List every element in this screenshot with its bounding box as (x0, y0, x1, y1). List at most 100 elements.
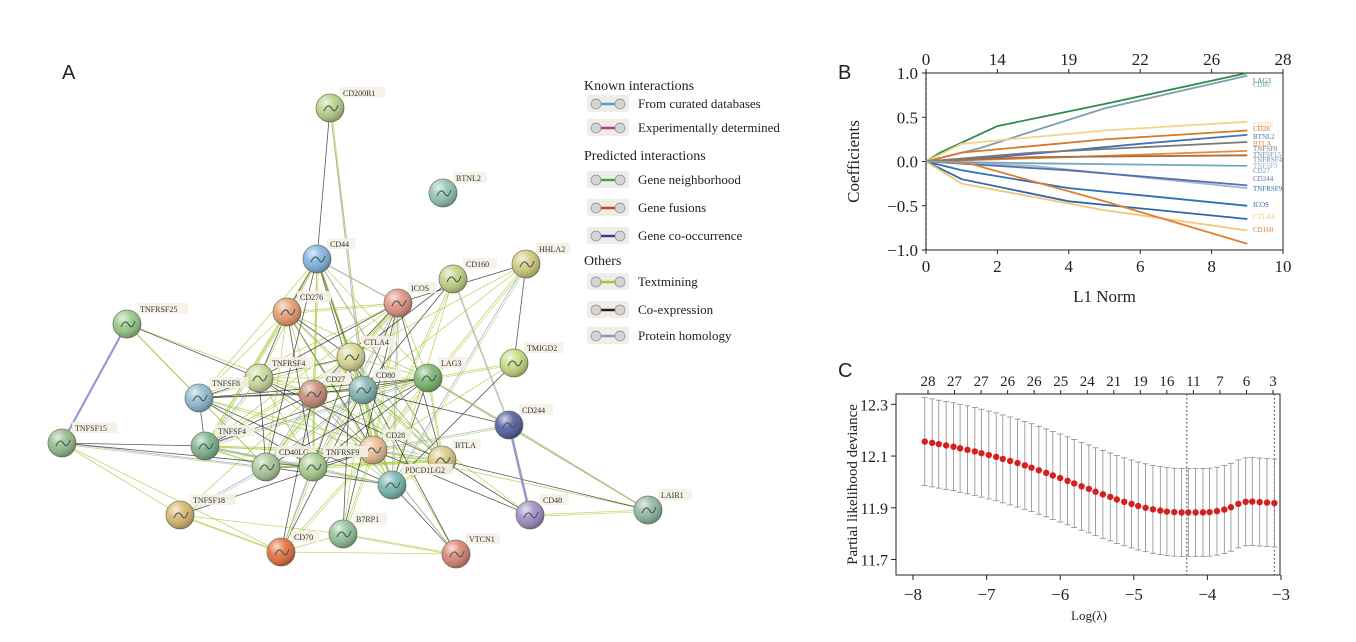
network-edge (61, 442, 267, 468)
cv-deviance-point (1014, 459, 1021, 467)
cv-deviance-point (1221, 506, 1228, 513)
network-node: CD70 (266, 531, 320, 567)
lasso-y-tick-label: 0.0 (897, 153, 918, 172)
cv-deviance-point (1057, 474, 1064, 482)
lasso-coefficient-path (925, 141, 1248, 163)
lasso-series-label: TNFRSF4 (1253, 156, 1283, 164)
network-node: TNFSF4 (190, 425, 255, 461)
cv-deviance-point (942, 442, 950, 449)
cv-deviance-point (1028, 464, 1035, 471)
network-edge (372, 449, 649, 511)
network-edge (179, 466, 267, 516)
cv-top-tick-label: 21 (1106, 374, 1121, 390)
cv-deviance-point (1263, 499, 1271, 506)
legend-item: From curated databases (587, 95, 761, 112)
cv-x-axis-label: Log(λ) (1071, 608, 1107, 623)
network-node-label: TNFRSF4 (272, 359, 305, 368)
network-edge (198, 397, 443, 461)
network-node-label: CD40LG (279, 448, 309, 457)
network-node: CD40LG (251, 446, 316, 482)
network-node: LAG3 (413, 357, 467, 393)
legend-item: Co-expression (587, 301, 714, 318)
network-edge (372, 424, 510, 451)
lasso-series-label: CTLA4 (1253, 213, 1275, 221)
lasso-y-tick-label: 1.0 (897, 64, 918, 83)
cv-deviance-point (1078, 483, 1085, 490)
lasso-x-tick-label: 10 (1275, 257, 1292, 276)
network-edge (312, 393, 443, 461)
cv-top-tick-label: 28 (921, 374, 936, 390)
legend-label: Protein homology (638, 328, 732, 343)
network-edge (393, 265, 528, 487)
network-edge (258, 377, 267, 468)
network-node-label: CD28 (386, 431, 405, 440)
cv-deviance-point (1107, 493, 1114, 501)
network-node: PDCD1LG2 (377, 464, 453, 500)
network-node-label: CD44 (330, 240, 349, 249)
cv-x-tick-label: −5 (1125, 585, 1143, 604)
lasso-series-label: CD276 (1253, 121, 1274, 129)
cv-deviance-point (971, 448, 979, 455)
lasso-y-tick-label: 0.5 (897, 108, 918, 127)
cv-deviance-point (1128, 500, 1135, 508)
lasso-y-tick-label: −1.0 (887, 241, 918, 260)
network-node-label: CD276 (300, 293, 323, 302)
network-edge (61, 442, 181, 516)
network-node: CD276 (272, 291, 331, 327)
network-edge (63, 444, 268, 469)
network-edge (179, 514, 282, 553)
network-node: VTCN1 (441, 533, 500, 569)
cv-x-tick-label: −6 (1051, 585, 1069, 604)
network-edge (204, 258, 318, 447)
legend-item: Gene neighborhood (587, 171, 741, 188)
network-node-label: PDCD1LG2 (405, 466, 445, 475)
panel-letter-c: C (838, 360, 853, 382)
lasso-series-label: CD28 (1253, 125, 1270, 133)
cv-deviance-point (1206, 508, 1213, 516)
network-node-label: BTNL2 (456, 174, 481, 183)
network-edge (204, 393, 314, 447)
network-node: HHLA2 (511, 243, 570, 279)
network-node: CD48 (515, 494, 569, 530)
network-node: CD200R1 (315, 87, 386, 123)
cv-x-tick-label: −8 (904, 585, 922, 604)
legend-predicted-title: Predicted interactions (584, 149, 706, 164)
network-edge (61, 442, 282, 553)
lasso-y-tick-label: −0.5 (887, 197, 918, 216)
lasso-coefficient-path (925, 160, 1248, 207)
cv-deviance-point (1157, 507, 1164, 514)
cv-deviance-point (1227, 504, 1235, 511)
network-edge (342, 449, 374, 535)
legend-label: Gene neighborhood (638, 172, 741, 187)
lasso-series-label: BTNL2 (1253, 133, 1275, 141)
network-edge (126, 323, 314, 395)
network-node-label: TNFSF8 (212, 379, 240, 388)
network-node: BTNL2 (428, 172, 487, 208)
network-edge (344, 535, 458, 556)
network-edge (61, 442, 206, 447)
network-edge (286, 302, 399, 313)
network-edge (288, 304, 400, 314)
network-edge (312, 389, 364, 468)
cv-deviance-point (1149, 506, 1157, 513)
network-edge (126, 323, 260, 379)
network-node-label: CD70 (294, 533, 313, 542)
network-node-label: TNFSF4 (218, 427, 246, 436)
lasso-coefficient-path (925, 160, 1248, 232)
lasso-series-label: BTLA (1253, 140, 1271, 148)
cv-deviance-point (950, 443, 957, 450)
network-node-label: TNFSF18 (193, 496, 225, 505)
legend-item: Gene fusions (587, 199, 706, 216)
cv-deviance-point (1171, 508, 1178, 516)
lasso-series-label: TNFRSF9 (1253, 185, 1283, 193)
cv-top-tick-label: 6 (1243, 374, 1251, 390)
network-node: ICOS (383, 282, 437, 318)
lasso-coefficient-path (925, 160, 1248, 220)
cv-plot-frame (895, 393, 1281, 576)
network-edge (531, 511, 650, 517)
lasso-coefficient-path (925, 129, 1248, 163)
lasso-top-tick-label: 0 (922, 50, 931, 69)
lasso-x-tick-label: 6 (1136, 257, 1145, 276)
cv-deviance-point (1192, 509, 1199, 516)
cv-top-tick-label: 3 (1269, 374, 1277, 390)
